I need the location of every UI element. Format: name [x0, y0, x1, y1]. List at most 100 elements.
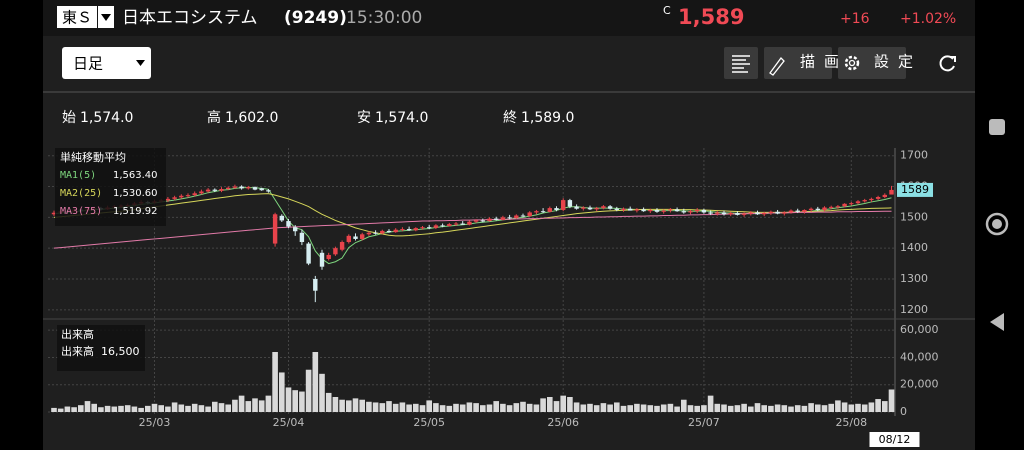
candle-body: [695, 209, 700, 212]
volume-bar: [654, 405, 660, 412]
candle-body: [721, 212, 727, 215]
candle-body: [51, 212, 57, 215]
refresh-icon[interactable]: [939, 55, 955, 72]
volume-bar: [165, 406, 171, 412]
candle-body: [467, 221, 472, 225]
candle-body: [480, 220, 485, 222]
legend-title: 単純移動平均: [60, 150, 126, 164]
candle-body: [232, 186, 238, 188]
candle-body: [192, 193, 197, 196]
summary-label: 安: [357, 110, 371, 126]
summary-value: 1,589.0: [521, 110, 574, 126]
volume-bar: [319, 373, 325, 412]
legend-value: 1,519.92: [113, 206, 158, 217]
candle-body: [494, 218, 499, 220]
volume-bar: [520, 401, 526, 412]
arrow-icon: [136, 60, 145, 66]
period: 日足: [73, 55, 103, 73]
candle-body: [654, 209, 660, 212]
candle-body: [279, 215, 284, 221]
stock-name: 日本エコシステム: [122, 8, 258, 28]
draw-button[interactable]: [764, 47, 832, 79]
candle-body: [849, 203, 854, 205]
volume-bar: [861, 404, 868, 412]
legend-box: [55, 148, 166, 226]
volume-bar: [828, 403, 834, 412]
recent-button[interactable]: [989, 119, 1005, 135]
candle-body: [172, 197, 177, 199]
candle-body: [239, 186, 244, 189]
volume-bar: [694, 405, 700, 412]
candle-body: [246, 187, 251, 189]
candle-body: [440, 225, 445, 227]
volume-bar: [848, 404, 855, 412]
volume-bar: [104, 405, 111, 412]
volume-bar: [707, 395, 714, 412]
volume-bar: [741, 403, 747, 412]
candle-body: [567, 200, 573, 207]
volume-bar: [547, 397, 553, 412]
candle-body: [701, 209, 707, 213]
candle-body: [406, 229, 412, 231]
candle-body: [882, 194, 887, 198]
change: +16: [840, 11, 870, 27]
candle-body: [869, 198, 874, 201]
change-pct: +1.02%: [900, 11, 956, 27]
volume-bar: [882, 401, 888, 412]
candle-body: [842, 203, 847, 207]
volume-bar: [627, 405, 633, 412]
candle-body: [795, 210, 800, 212]
candle-body: [313, 279, 318, 291]
volume-bar: [580, 404, 587, 412]
volume-bar: [84, 401, 91, 412]
legend-name: MA3(75): [60, 206, 102, 217]
period-select[interactable]: [62, 47, 151, 79]
volume-bar: [493, 401, 499, 412]
candle-body: [520, 215, 526, 217]
candle-body: [708, 212, 713, 214]
volume-bar: [359, 399, 365, 412]
volume-bar: [131, 406, 138, 412]
volume-bar: [593, 405, 600, 412]
candle-body: [333, 248, 338, 255]
price: 1,589: [678, 5, 744, 29]
indicator-button[interactable]: [724, 47, 758, 79]
y-tick-label: 1500: [900, 210, 928, 223]
volume-bar: [687, 405, 694, 412]
volume-bar: [292, 390, 298, 412]
refresh-icon: [950, 56, 956, 62]
price-flag: C: [663, 4, 671, 17]
volume-bar: [158, 405, 164, 412]
home-dot: [992, 219, 1002, 229]
volume-bar: [513, 403, 520, 412]
candle-body: [547, 208, 552, 212]
settings-button[interactable]: [838, 47, 906, 79]
candle-body: [741, 213, 747, 215]
candle-body: [829, 206, 834, 208]
candle-body: [453, 223, 459, 225]
stock-code: (9249): [284, 8, 347, 28]
volume-bar: [660, 404, 667, 412]
legend-box: [57, 325, 145, 371]
volume-bar: [835, 400, 841, 412]
candle-body: [674, 209, 680, 212]
volume-bar: [238, 395, 245, 412]
cursor-date: 08/12: [879, 433, 911, 446]
volume-bar: [413, 403, 419, 412]
summary-value: 1,574.0: [375, 110, 428, 126]
volume-bar: [587, 403, 593, 412]
volume-bar: [191, 403, 198, 412]
candle-body: [500, 217, 506, 220]
legend-value: 1,563.40: [113, 170, 158, 181]
market-select[interactable]: [57, 6, 97, 28]
candle-body: [668, 209, 673, 211]
top-bar: [43, 0, 975, 36]
volume-bar: [433, 403, 439, 412]
volume-bar: [808, 403, 814, 412]
x-tick-label: 25/07: [688, 416, 720, 429]
volume-bar: [573, 402, 580, 412]
home-button[interactable]: [985, 212, 1009, 236]
volume-bar: [634, 403, 640, 412]
volume-bar: [232, 399, 238, 412]
back-button[interactable]: [990, 313, 1004, 331]
